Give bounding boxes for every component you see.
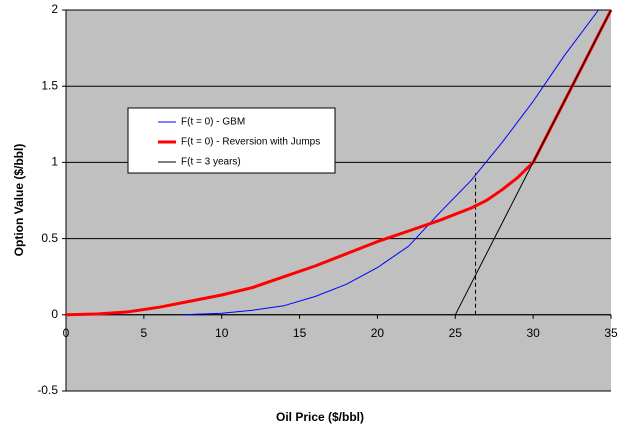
series-line xyxy=(182,9,599,316)
y-tick-label: 2 xyxy=(51,2,58,16)
x-tick-label: 10 xyxy=(215,326,229,340)
x-tick-label: 5 xyxy=(141,326,148,340)
x-tick-label: 30 xyxy=(526,326,540,340)
x-tick-label: 0 xyxy=(63,326,70,340)
y-tick-label: 1.5 xyxy=(41,78,58,92)
y-tick-label: -0.5 xyxy=(37,383,58,397)
legend-label: F(t = 3 years) xyxy=(181,157,241,168)
x-tick-label: 35 xyxy=(604,326,618,340)
series-line xyxy=(454,9,612,316)
x-tick-label: 20 xyxy=(371,326,385,340)
y-tick-label: 0.5 xyxy=(41,231,58,245)
y-tick-label: 1 xyxy=(51,155,58,169)
legend-label: F(t = 0) - GBM xyxy=(181,117,245,128)
y-tick-label: 0 xyxy=(51,307,58,321)
y-axis-title: Option Value ($/bbl) xyxy=(12,144,26,257)
x-tick-label: 15 xyxy=(293,326,307,340)
x-axis-title: Oil Price ($/bbl) xyxy=(276,410,364,424)
x-tick-label: 25 xyxy=(449,326,463,340)
plot-area xyxy=(66,10,611,391)
legend-label: F(t = 0) - Reversion with Jumps xyxy=(181,137,320,148)
